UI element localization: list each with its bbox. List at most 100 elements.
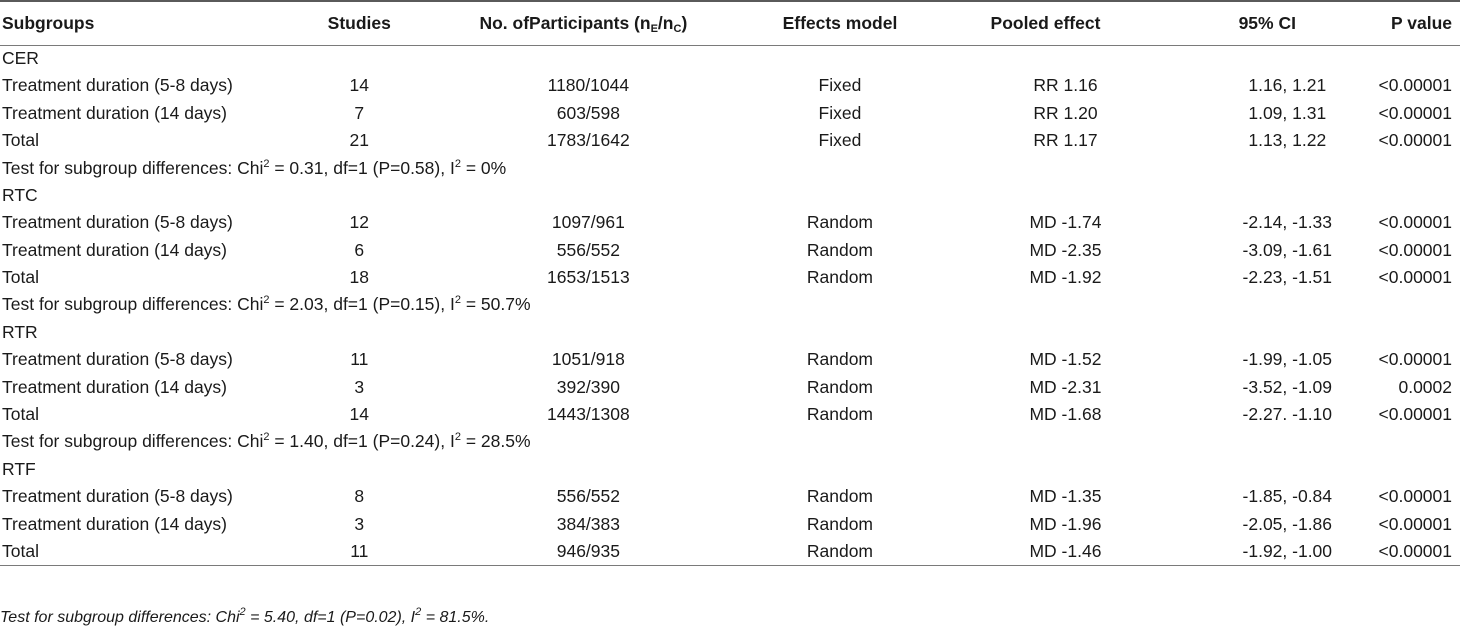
cell-subgroup: Total bbox=[0, 538, 297, 566]
cell-effects-model: Random bbox=[806, 376, 874, 397]
table-footnote: Test for subgroup differences: Chi2 = 5.… bbox=[0, 606, 490, 627]
test-part-a: Test for subgroup differences: Chi bbox=[2, 157, 264, 178]
cell-p-value: <0.00001 bbox=[1378, 267, 1452, 288]
cell-participants: 1443/1308 bbox=[547, 404, 630, 425]
cell-studies: 6 bbox=[354, 239, 365, 260]
test-sup-i: 2 bbox=[454, 431, 461, 444]
cell-pooled-effect: MD -1.46 bbox=[934, 538, 1157, 566]
cell-p-value: <0.00001 bbox=[1378, 102, 1452, 123]
cell-ci: -2.14, -1.33 bbox=[1242, 212, 1333, 233]
cell-pooled-effect: MD -2.31 bbox=[1029, 376, 1102, 397]
cell-subgroup: Treatment duration (5-8 days) bbox=[2, 349, 233, 370]
test-sup-chi: 2 bbox=[263, 431, 270, 444]
cell-studies: 11 bbox=[350, 349, 369, 370]
cell-subgroup: Total bbox=[2, 130, 39, 151]
test-part-c: = 50.7% bbox=[460, 294, 531, 315]
cell-effects-model: Random bbox=[744, 538, 935, 566]
cell-subgroup: Total bbox=[2, 404, 39, 425]
cell-studies: 3 bbox=[354, 376, 365, 397]
group-label-row: RTR bbox=[0, 319, 1460, 346]
test-part-b: = 0.31, df=1 (P=0.58), I bbox=[269, 157, 455, 178]
test-part-c: = 28.5% bbox=[460, 431, 531, 452]
header-participants-slash: /n bbox=[657, 12, 674, 33]
table-row: Total 11 946/935 Random MD -1.46 -1.92, -1.00… bbox=[0, 538, 1460, 566]
test-part-a: Test for subgroup differences: Chi bbox=[2, 294, 264, 315]
subgroup-test-row: Test for subgroup differences: Chi2 = 0.… bbox=[0, 155, 1460, 182]
group-label-row: RTC bbox=[0, 182, 1460, 209]
cell-studies: 14 bbox=[349, 75, 370, 96]
header-subgroups: Subgroups bbox=[0, 0, 297, 46]
header-participants-sub-e: E bbox=[650, 22, 658, 35]
cell-p-value: <0.00001 bbox=[1378, 486, 1452, 507]
table-row: Total 14 1443/1308 Random MD -1.68 -2.27. -1.… bbox=[0, 401, 1460, 428]
header-participants-suffix: ) bbox=[681, 12, 688, 33]
cell-ci: 1.13, 1.22 bbox=[1248, 130, 1327, 151]
cell-effects-model: Random bbox=[806, 486, 874, 507]
test-sup-i: 2 bbox=[454, 294, 461, 307]
cell-p-value: <0.00001 bbox=[1378, 212, 1452, 233]
subgroup-test-text: Test for subgroup differences: Chi2 = 1.… bbox=[0, 428, 1460, 455]
cell-pooled-effect: MD -1.68 bbox=[1029, 404, 1102, 425]
cell-ci: 1.16, 1.21 bbox=[1248, 75, 1327, 96]
cell-effects-model: Random bbox=[806, 349, 874, 370]
group-label-row: CER bbox=[0, 45, 1460, 72]
cell-ci: -2.05, -1.86 bbox=[1242, 513, 1333, 534]
subgroup-test-text: Test for subgroup differences: Chi2 = 0.… bbox=[0, 155, 1460, 182]
cell-subgroup: Treatment duration (14 days) bbox=[2, 376, 228, 397]
table-row: Treatment duration (14 days) 3 392/390 Rand… bbox=[0, 374, 1460, 401]
cell-p-value: <0.00001 bbox=[1378, 75, 1452, 96]
cell-participants: 1653/1513 bbox=[547, 267, 630, 288]
group-label: RTR bbox=[2, 321, 38, 342]
cell-participants: 603/598 bbox=[556, 102, 620, 123]
cell-p-value: <0.00001 bbox=[1378, 349, 1452, 370]
table-row: Treatment duration (14 days) 7 603/598 Fixe… bbox=[0, 100, 1460, 127]
cell-participants: 392/390 bbox=[556, 376, 620, 397]
header-p-value: P value bbox=[1378, 0, 1460, 46]
cell-participants: 946/935 bbox=[421, 538, 745, 566]
cell-ci: -3.09, -1.61 bbox=[1242, 239, 1333, 260]
cell-studies: 7 bbox=[354, 102, 365, 123]
test-sup-chi: 2 bbox=[263, 157, 270, 170]
test-sup-chi: 2 bbox=[263, 294, 270, 307]
cell-pooled-effect: RR 1.17 bbox=[1033, 130, 1098, 151]
cell-studies: 21 bbox=[349, 130, 370, 151]
group-label: CER bbox=[2, 48, 39, 69]
cell-ci: -3.52, -1.09 bbox=[1242, 376, 1333, 397]
cell-studies: 18 bbox=[349, 267, 370, 288]
test-part-b: = 1.40, df=1 (P=0.24), I bbox=[269, 431, 455, 452]
cell-subgroup: Treatment duration (5-8 days) bbox=[2, 75, 233, 96]
table-row: Total 18 1653/1513 Random MD -1.92 -2.23, -1.… bbox=[0, 264, 1460, 291]
table-row: Treatment duration (14 days) 3 384/383 Rand… bbox=[0, 511, 1460, 538]
cell-participants: 556/552 bbox=[556, 239, 620, 260]
header-ci: 95% CI bbox=[1156, 0, 1379, 46]
cell-subgroup: Treatment duration (14 days) bbox=[2, 513, 228, 534]
cell-p-value: <0.00001 bbox=[1378, 538, 1460, 566]
footnote-part-c: = 81.5%. bbox=[421, 609, 490, 626]
footnote-sup-chi: 2 bbox=[239, 606, 246, 618]
cell-participants: 1051/918 bbox=[551, 349, 625, 370]
table-row: Treatment duration (5-8 days) 14 1180/1044… bbox=[0, 72, 1460, 99]
cell-pooled-effect: MD -1.35 bbox=[1029, 486, 1102, 507]
subgroup-analysis-table: Subgroups Studies No. ofParticipants (nE… bbox=[0, 0, 1460, 566]
cell-pooled-effect: MD -1.74 bbox=[1029, 212, 1102, 233]
table-body: CER Treatment duration (5-8 days) 14 1180/1… bbox=[0, 45, 1460, 566]
cell-ci: -2.23, -1.51 bbox=[1242, 267, 1333, 288]
subgroup-test-row: Test for subgroup differences: Chi2 = 2.… bbox=[0, 292, 1460, 319]
cell-participants: 384/383 bbox=[556, 513, 620, 534]
cell-studies: 3 bbox=[354, 513, 365, 534]
cell-subgroup: Treatment duration (5-8 days) bbox=[2, 486, 233, 507]
cell-studies: 12 bbox=[349, 212, 370, 233]
footnote-part-b: = 5.40, df=1 (P=0.02), I bbox=[245, 609, 416, 626]
subgroup-test-row: Test for subgroup differences: Chi2 = 1.… bbox=[0, 428, 1460, 455]
cell-pooled-effect: MD -2.35 bbox=[1029, 239, 1102, 260]
cell-p-value: <0.00001 bbox=[1378, 513, 1452, 534]
cell-participants: 1783/1642 bbox=[547, 130, 630, 151]
cell-p-value: <0.00001 bbox=[1378, 404, 1452, 425]
header-effects-model: Effects model bbox=[744, 0, 935, 46]
group-label: RTF bbox=[2, 458, 36, 479]
cell-effects-model: Fixed bbox=[818, 130, 862, 151]
cell-p-value: 0.0002 bbox=[1398, 376, 1452, 397]
cell-subgroup: Treatment duration (14 days) bbox=[2, 102, 228, 123]
footnote-sup-i: 2 bbox=[415, 606, 422, 618]
